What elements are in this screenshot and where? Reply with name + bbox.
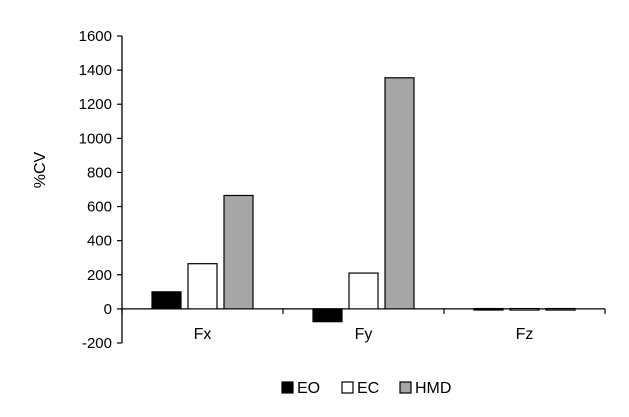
- y-ticks: -200 0 200 400 600 800 1000 1200 1400 1600: [79, 28, 122, 352]
- y-tick-label: 1000: [79, 130, 112, 147]
- y-tick-label: -200: [82, 335, 112, 352]
- legend-swatch-ec: [341, 381, 354, 394]
- y-tick-label: 400: [87, 233, 112, 250]
- y-tick-label: 1400: [79, 62, 112, 79]
- bar-hmd-fy: [384, 77, 415, 310]
- x-category-labels: Fx Fy Fz: [194, 326, 534, 343]
- bar-hmd-fz: [545, 307, 576, 311]
- bar-eo-fy: [312, 308, 343, 323]
- legend: EO EC HMD: [281, 380, 451, 397]
- y-tick-label: 1600: [79, 28, 112, 45]
- y-tick-label: 200: [87, 267, 112, 284]
- bar-ec-fy: [348, 272, 379, 310]
- legend-label-eo: EO: [297, 380, 320, 397]
- bar-eo-fz: [473, 307, 504, 311]
- x-category-label: Fy: [355, 326, 373, 343]
- bar-eo-fx: [151, 291, 182, 310]
- x-category-label: Fz: [516, 326, 534, 343]
- bar-hmd-fx: [223, 194, 254, 310]
- y-tick-label: 800: [87, 164, 112, 181]
- legend-label-hmd: HMD: [415, 380, 451, 397]
- y-tick-label: 0: [104, 301, 112, 318]
- bar-ec-fx: [187, 263, 218, 310]
- legend-swatch-eo: [281, 381, 294, 394]
- y-axis-title: %CV: [32, 151, 49, 188]
- legend-swatch-hmd: [399, 381, 412, 394]
- bars: [151, 77, 576, 323]
- y-tick-label: 600: [87, 199, 112, 216]
- legend-label-ec: EC: [357, 380, 379, 397]
- bar-ec-fz: [509, 307, 540, 311]
- y-tick-label: 1200: [79, 96, 112, 113]
- x-category-label: Fx: [194, 326, 212, 343]
